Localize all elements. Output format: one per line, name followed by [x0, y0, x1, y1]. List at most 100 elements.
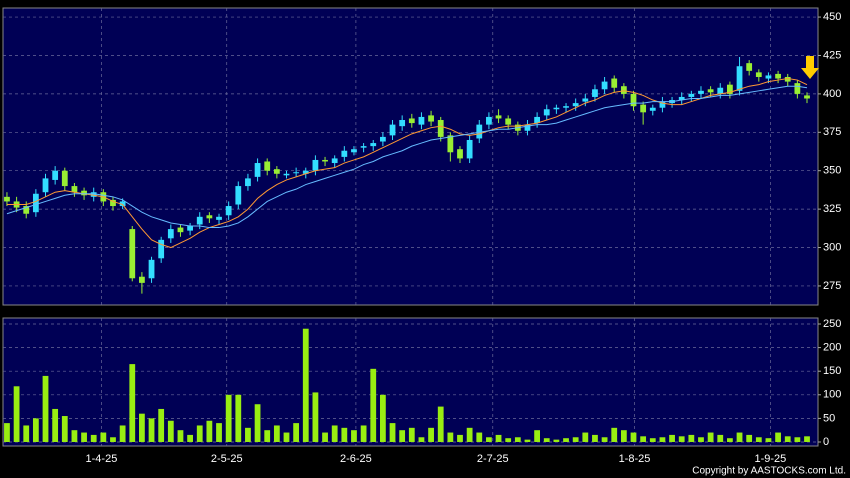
volume-bar: [4, 423, 10, 442]
volume-bar: [61, 416, 68, 442]
candle-body: [408, 118, 415, 124]
y-tick-label: 50: [823, 412, 835, 424]
x-tick-label: 2-6-25: [340, 453, 372, 465]
candle-body: [264, 161, 271, 171]
y-tick-label: 275: [823, 280, 841, 292]
volume-bar: [727, 438, 733, 442]
volume-bar: [341, 427, 348, 442]
candle-body: [428, 115, 434, 122]
volume-bar: [370, 368, 377, 442]
volume-bar: [225, 394, 232, 442]
volume-bar: [139, 413, 145, 442]
volume-bar: [505, 438, 512, 442]
candle-body: [32, 193, 39, 213]
volume-bar: [620, 430, 627, 442]
candle-body: [177, 227, 184, 233]
arrow-icon: [801, 56, 819, 79]
candle-body: [312, 159, 319, 171]
x-tick-label: 2-7-25: [477, 453, 509, 465]
volume-bar: [302, 328, 309, 442]
candle-body: [553, 107, 560, 110]
candle-body: [534, 116, 541, 124]
candle-body: [698, 90, 704, 94]
volume-bar: [717, 434, 724, 442]
candle-body: [167, 229, 174, 239]
volume-bar: [428, 427, 434, 442]
volume-bar: [42, 375, 49, 442]
candle-body: [158, 239, 165, 259]
candle-body: [254, 163, 261, 177]
volume-bar: [418, 437, 425, 442]
volume-bar: [312, 392, 319, 442]
volume-bar: [736, 432, 743, 442]
volume-bar: [524, 439, 531, 442]
volume-bar: [804, 436, 810, 442]
copyright: Copyright by AASTOCKS.com Ltd.: [692, 466, 846, 477]
candle-body: [360, 146, 367, 148]
volume-bar: [283, 432, 290, 442]
candle-body: [543, 109, 550, 116]
y-tick-label: 400: [823, 88, 841, 100]
candle-body: [273, 169, 280, 174]
y-tick-label: 350: [823, 165, 841, 177]
volume-bar: [707, 432, 714, 442]
volume-bar: [322, 432, 328, 442]
candle-body: [765, 75, 772, 79]
candle-body: [206, 215, 213, 219]
candle-body: [505, 118, 512, 125]
volume-bar: [495, 434, 502, 442]
volume-bar: [640, 436, 647, 442]
candle-body: [572, 103, 579, 107]
volume-bar: [775, 432, 781, 442]
candle-body: [148, 259, 155, 279]
volume-bar: [379, 394, 386, 442]
y-tick-label: 100: [823, 389, 841, 401]
candle-body: [466, 139, 473, 159]
candle-body: [129, 229, 136, 279]
volume-bar: [360, 425, 367, 442]
x-tick-label: 1-9-25: [754, 453, 786, 465]
candle-body: [659, 101, 666, 108]
candle-body: [245, 178, 251, 187]
candle-body: [620, 86, 627, 94]
candle-body: [225, 206, 232, 216]
volume-bar: [486, 437, 492, 442]
y-tick-label: 325: [823, 203, 841, 215]
y-tick-label: 300: [823, 241, 841, 253]
candle-body: [755, 72, 762, 77]
candle-body: [447, 135, 454, 153]
volume-bar: [273, 425, 280, 442]
candle-body: [495, 115, 502, 119]
candle-body: [582, 98, 589, 102]
candle-body: [216, 216, 222, 220]
candle-body: [61, 170, 68, 187]
volume-bar: [476, 432, 483, 442]
candle-body: [42, 178, 49, 193]
candle-body: [399, 120, 406, 127]
volume-bar: [206, 420, 213, 442]
candle-body: [457, 149, 463, 159]
volume-bar: [216, 423, 222, 442]
candle-body: [302, 170, 309, 174]
volume-bar: [90, 434, 97, 442]
volume-bar: [514, 437, 521, 442]
y-tick-label: 150: [823, 365, 841, 377]
candle-body: [524, 124, 531, 131]
volume-bar: [457, 434, 463, 442]
candle-body: [746, 63, 753, 71]
x-tick-label: 2-5-25: [211, 453, 243, 465]
y-tick-label: 200: [823, 341, 841, 353]
candle-body: [784, 76, 791, 82]
candle-body: [437, 120, 444, 137]
candle-body: [196, 216, 203, 225]
volume-bar: [437, 406, 444, 442]
moving-average-line: [6, 78, 808, 249]
volume-bar: [23, 425, 30, 442]
volume-bar: [196, 425, 203, 442]
price-panel: [2, 7, 819, 306]
volume-bar: [592, 434, 598, 442]
candle-body: [736, 66, 743, 91]
volume-bar: [167, 420, 174, 442]
volume-bar: [110, 437, 116, 442]
candle-body: [370, 143, 377, 147]
